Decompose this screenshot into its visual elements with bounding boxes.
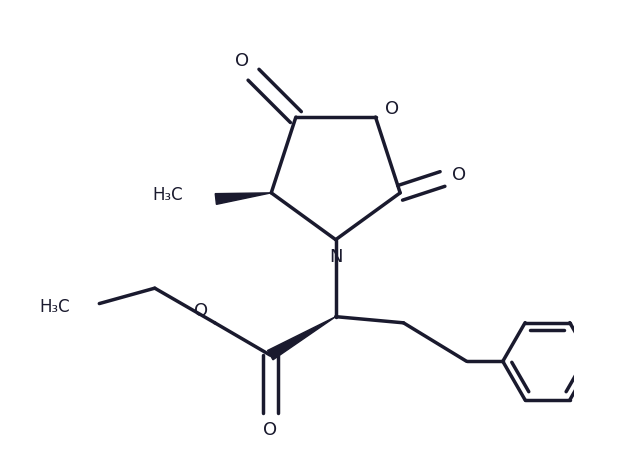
Text: O: O: [452, 166, 467, 184]
Text: O: O: [385, 101, 399, 118]
Text: H₃C: H₃C: [153, 186, 184, 204]
Text: O: O: [194, 302, 208, 320]
Polygon shape: [215, 193, 271, 204]
Text: H₃C: H₃C: [40, 298, 70, 316]
Text: N: N: [329, 248, 342, 266]
Polygon shape: [268, 317, 336, 360]
Text: O: O: [263, 421, 277, 439]
Text: O: O: [235, 52, 249, 70]
